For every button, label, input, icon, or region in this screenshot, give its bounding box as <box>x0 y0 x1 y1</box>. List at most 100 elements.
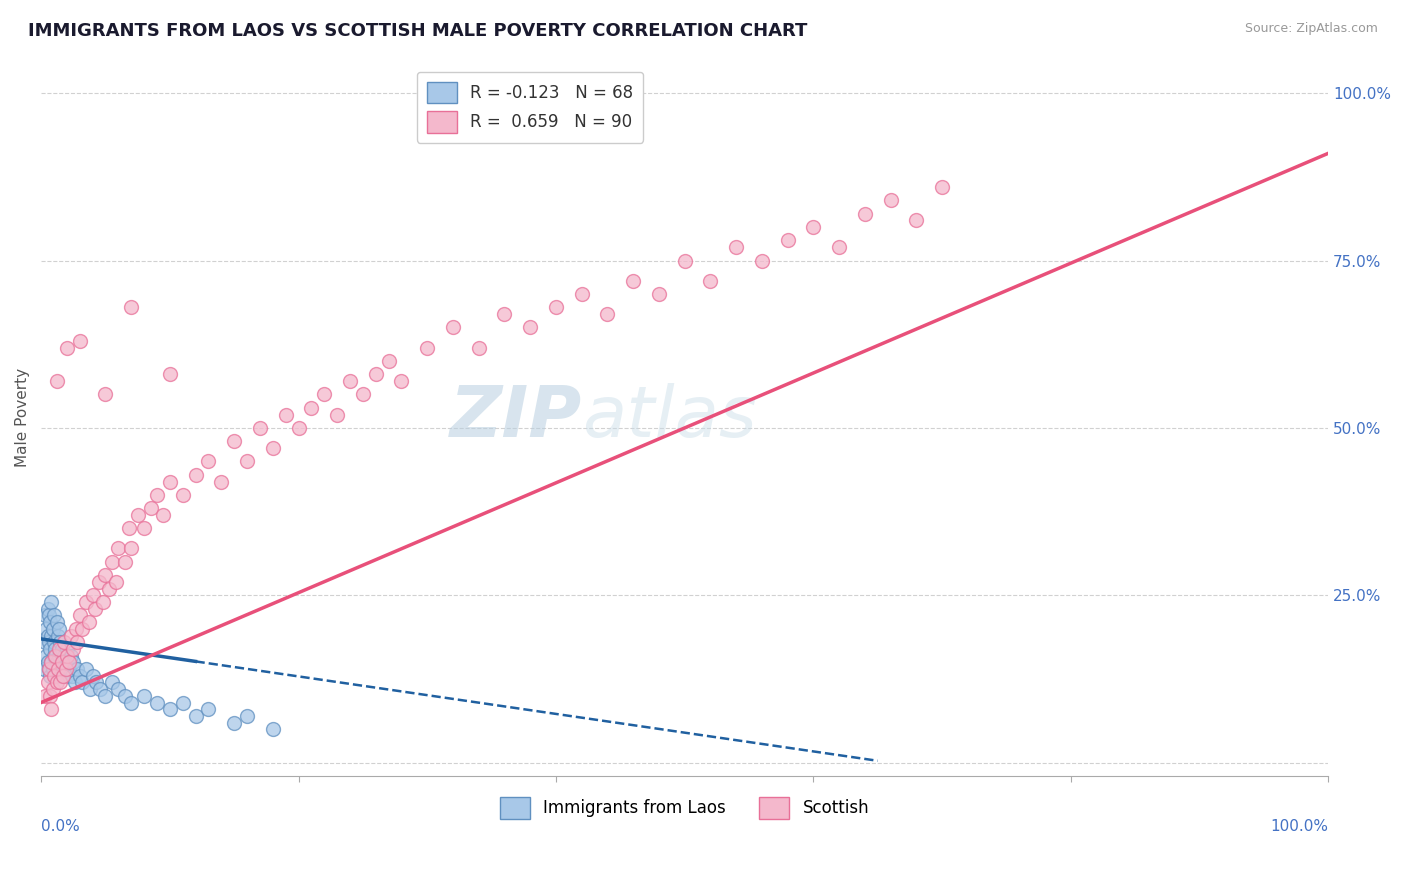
Point <box>52 669 75 683</box>
Point <box>94 387 117 401</box>
Point <box>37 675 59 690</box>
Point <box>416 341 439 355</box>
Point <box>262 441 284 455</box>
Point <box>49 669 72 683</box>
Point <box>339 374 361 388</box>
Point <box>699 274 721 288</box>
Point <box>544 301 567 315</box>
Point <box>94 568 117 582</box>
Point <box>236 709 259 723</box>
Point <box>41 682 63 697</box>
Point <box>120 696 142 710</box>
Point <box>41 629 63 643</box>
Point <box>60 669 83 683</box>
Point <box>46 662 69 676</box>
Point <box>132 689 155 703</box>
Point <box>46 629 69 643</box>
Point <box>49 635 72 649</box>
Point <box>42 648 65 663</box>
Point <box>34 635 56 649</box>
Point <box>53 648 76 663</box>
Point <box>377 354 399 368</box>
Point <box>35 622 58 636</box>
Point <box>37 629 59 643</box>
Point <box>146 696 169 710</box>
Point <box>41 702 63 716</box>
Point <box>287 421 309 435</box>
Point <box>44 669 66 683</box>
Point <box>45 615 67 629</box>
Point <box>120 541 142 556</box>
Point <box>58 662 80 676</box>
Point <box>274 408 297 422</box>
Point <box>35 648 58 663</box>
Point <box>725 240 748 254</box>
Point <box>34 608 56 623</box>
Point <box>51 656 73 670</box>
Text: IMMIGRANTS FROM LAOS VS SCOTTISH MALE POVERTY CORRELATION CHART: IMMIGRANTS FROM LAOS VS SCOTTISH MALE PO… <box>28 22 807 40</box>
Point <box>42 635 65 649</box>
Point <box>46 662 69 676</box>
Point <box>62 642 84 657</box>
Point <box>65 622 87 636</box>
Point <box>139 501 162 516</box>
Point <box>104 574 127 589</box>
Point <box>77 615 100 629</box>
Point <box>101 675 124 690</box>
Point <box>45 656 67 670</box>
Point <box>82 588 104 602</box>
Point <box>89 682 111 697</box>
Point <box>172 696 194 710</box>
Point <box>69 608 91 623</box>
Point <box>314 387 336 401</box>
Point <box>72 622 94 636</box>
Point <box>441 320 464 334</box>
Point <box>56 656 79 670</box>
Point <box>114 689 136 703</box>
Point <box>75 595 97 609</box>
Point <box>55 662 77 676</box>
Point <box>107 541 129 556</box>
Point <box>51 662 73 676</box>
Point <box>45 374 67 388</box>
Point <box>209 475 232 489</box>
Point <box>38 662 60 676</box>
Point <box>236 454 259 468</box>
Point <box>75 662 97 676</box>
Point <box>184 709 207 723</box>
Point <box>48 642 70 657</box>
Point <box>879 193 901 207</box>
Point <box>41 656 63 670</box>
Point <box>326 408 349 422</box>
Point <box>69 669 91 683</box>
Point <box>751 253 773 268</box>
Text: 0.0%: 0.0% <box>41 819 80 834</box>
Point <box>224 434 246 449</box>
Point <box>69 334 91 348</box>
Point <box>828 240 851 254</box>
Point <box>79 682 101 697</box>
Point <box>673 253 696 268</box>
Point <box>55 662 77 676</box>
Point <box>127 508 149 522</box>
Point <box>56 669 79 683</box>
Point <box>39 669 62 683</box>
Point <box>801 220 824 235</box>
Point <box>117 521 139 535</box>
Point <box>132 521 155 535</box>
Point <box>59 629 82 643</box>
Point <box>519 320 541 334</box>
Y-axis label: Male Poverty: Male Poverty <box>15 368 30 467</box>
Point <box>152 508 174 522</box>
Legend: Immigrants from Laos, Scottish: Immigrants from Laos, Scottish <box>494 790 876 825</box>
Text: atlas: atlas <box>582 384 756 452</box>
Point <box>596 307 619 321</box>
Point <box>114 555 136 569</box>
Point <box>98 582 121 596</box>
Point <box>59 648 82 663</box>
Point <box>87 574 110 589</box>
Point <box>45 675 67 690</box>
Point <box>41 662 63 676</box>
Point <box>262 723 284 737</box>
Point <box>159 475 181 489</box>
